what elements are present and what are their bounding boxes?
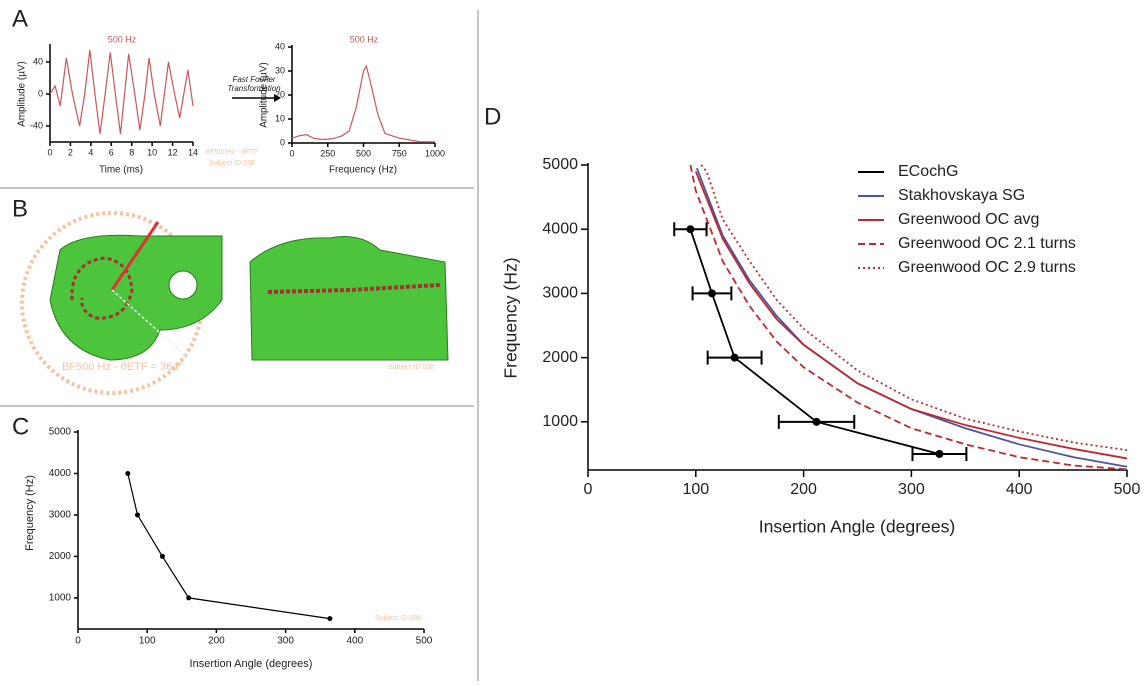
series-line: [291, 64, 435, 143]
y-tick-label: 5000: [542, 156, 578, 173]
y-tick-label: 1000: [542, 413, 578, 430]
x-tick-label: 100: [682, 481, 709, 498]
series-line: [689, 164, 1128, 471]
legend-label: Greenwood OC 2.9 turns: [898, 259, 1076, 276]
panel-label: D: [484, 103, 501, 130]
x-tick-label: 500: [416, 636, 433, 647]
cochlea-model: [49, 234, 223, 361]
marker: [812, 417, 821, 426]
x-tick-label: 250: [320, 149, 335, 159]
annotation: Subject ID 038: [209, 160, 255, 167]
y-tick-label: 30: [275, 65, 285, 75]
x-tick-label: 200: [208, 636, 225, 647]
x-axis-label: Insertion Angle (degrees): [759, 517, 956, 537]
x-tick-label: 300: [277, 636, 294, 647]
legend-label: Greenwood OC 2.1 turns: [898, 235, 1076, 252]
x-tick-label: 500: [1114, 481, 1141, 498]
y-tick-label: 0: [280, 137, 285, 147]
x-tick-label: 8: [129, 148, 134, 158]
legend-label: Stakhovskaya SG: [898, 187, 1025, 204]
series-line: [49, 49, 194, 135]
y-tick-label: 2000: [49, 551, 72, 562]
y-tick-label: 2000: [542, 349, 578, 366]
y-axis-label: Amplitude (µV): [259, 62, 270, 128]
x-axis-label: Time (ms): [99, 165, 143, 176]
y-tick-label: 3000: [49, 510, 72, 521]
x-tick-label: 12: [168, 148, 178, 158]
y-axis-label: Frequency (Hz): [501, 257, 521, 378]
x-tick-label: 1000: [425, 149, 445, 159]
x-tick-label: 750: [392, 149, 407, 159]
y-tick-label: 4000: [49, 468, 72, 479]
x-tick-label: 200: [790, 481, 817, 498]
marker: [125, 470, 131, 476]
x-axis-label: Frequency (Hz): [329, 165, 397, 176]
x-tick-label: 100: [139, 636, 156, 647]
y-tick-label: 4000: [542, 220, 578, 237]
y-tick-label: 0: [38, 88, 43, 98]
y-axis-label: Amplitude (µV): [17, 61, 28, 127]
x-tick-label: 400: [346, 636, 363, 647]
cochlea-hole: [168, 270, 198, 300]
chart-title: 500 Hz: [350, 34, 379, 44]
annotation: BF500Hz - θETF: [206, 149, 259, 156]
x-tick-label: 400: [1006, 481, 1033, 498]
series-line: [127, 473, 330, 620]
marker: [935, 449, 944, 458]
y-tick-label: -40: [30, 120, 43, 130]
panel-label: C: [12, 413, 29, 440]
marker: [135, 512, 141, 518]
legend-label: ECochG: [898, 163, 958, 180]
x-tick-label: 300: [898, 481, 925, 498]
y-tick-label: 40: [33, 56, 43, 66]
y-tick-label: 10: [275, 113, 285, 123]
x-tick-label: 0: [75, 636, 81, 647]
x-tick-label: 14: [188, 148, 198, 158]
marker: [730, 353, 739, 362]
y-tick-label: 40: [275, 41, 285, 51]
panel-label: B: [12, 195, 28, 222]
y-tick-label: 1000: [49, 593, 72, 604]
x-tick-label: 500: [356, 149, 371, 159]
chart-title: 500 Hz: [108, 34, 137, 44]
panel-label: A: [12, 5, 28, 32]
arrow-head: [274, 94, 281, 102]
fft-label: Transformation: [227, 84, 281, 93]
electrode: [70, 256, 134, 320]
x-tick-label: 0: [289, 149, 294, 159]
x-tick-label: 4: [88, 148, 93, 158]
annotation: Subject ID 038: [388, 364, 434, 371]
legend-label: Greenwood OC avg: [898, 211, 1039, 228]
marker: [186, 595, 192, 601]
series-line: [700, 164, 1128, 451]
reference-line: [111, 289, 186, 356]
x-tick-label: 0: [47, 148, 52, 158]
electrode: [267, 283, 441, 294]
x-tick-label: 10: [147, 148, 157, 158]
x-axis-label: Insertion Angle (degrees): [190, 658, 313, 670]
reference-line: [110, 221, 160, 291]
cochlea-model-side: [249, 236, 449, 361]
marker: [327, 616, 333, 622]
y-tick-label: 3000: [542, 285, 578, 302]
fft-label: Fast Fourier: [232, 75, 275, 84]
annotation: BF500 Hz - θETF = 364°: [62, 361, 183, 373]
annotation: Subject ID 038: [375, 615, 421, 622]
y-axis-label: Frequency (Hz): [24, 475, 36, 551]
marker: [707, 289, 716, 298]
y-tick-label: 5000: [49, 427, 72, 438]
marker: [686, 225, 695, 234]
x-tick-label: 6: [109, 148, 114, 158]
series-line: [694, 171, 1128, 460]
y-tick-label: 20: [275, 89, 285, 99]
x-tick-label: 0: [584, 481, 593, 498]
marker: [159, 553, 165, 559]
x-tick-label: 2: [68, 148, 73, 158]
